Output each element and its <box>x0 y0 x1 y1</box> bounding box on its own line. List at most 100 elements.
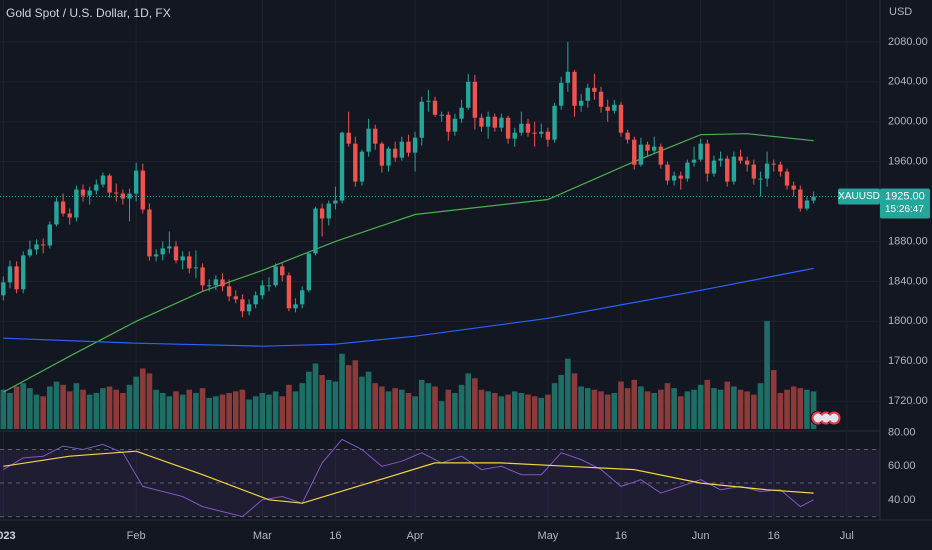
volume-bar <box>717 389 724 429</box>
volume-bar <box>664 383 671 429</box>
candle-body <box>160 248 165 255</box>
candle-body <box>479 117 484 127</box>
volume-bar <box>478 389 485 429</box>
volume-bar <box>618 381 624 429</box>
candle-body <box>651 146 657 151</box>
candle-body <box>386 148 391 166</box>
candle-body <box>578 100 584 106</box>
volume-bar <box>359 376 365 429</box>
volume-bar <box>810 391 817 429</box>
candle-body <box>485 116 491 127</box>
flag-icon <box>813 413 823 423</box>
candle-body <box>638 144 644 165</box>
x-tick-label: 16 <box>768 530 780 542</box>
candle-body <box>333 200 338 204</box>
candle-body <box>213 279 219 286</box>
volume-bar <box>193 393 199 429</box>
volume-bar <box>213 396 219 429</box>
candle-body <box>114 192 119 194</box>
candle-body <box>366 128 371 152</box>
volume-bar <box>379 386 385 429</box>
candle-body <box>545 131 551 140</box>
flag-icon <box>829 413 839 423</box>
candle-body <box>240 299 245 312</box>
volume-bar <box>525 394 531 429</box>
volume-bar <box>292 391 299 429</box>
volume-bar <box>239 389 246 429</box>
volume-bar <box>511 391 518 429</box>
volume-bar <box>365 371 372 429</box>
candle-body <box>472 81 478 118</box>
candle-body <box>725 158 730 182</box>
candle-body <box>67 213 72 218</box>
rsi-band <box>0 449 880 517</box>
volume-bar <box>777 393 784 429</box>
candle-body <box>758 178 763 180</box>
candle-body <box>419 101 424 138</box>
grid <box>0 0 880 520</box>
event-flags[interactable] <box>810 410 842 426</box>
volume-bar <box>412 396 418 429</box>
volume-bar <box>352 360 359 429</box>
volume-bar <box>724 381 731 429</box>
candle-body <box>120 193 126 199</box>
candle-body <box>14 266 19 290</box>
volume-bar <box>399 389 405 429</box>
x-tick-label: Mar <box>253 530 272 542</box>
rsi-tick-label: 60.00 <box>888 460 916 472</box>
volume-bar <box>565 358 571 429</box>
volume-bar <box>385 391 392 429</box>
candle-body <box>319 208 325 219</box>
candle-body <box>60 201 66 214</box>
candle-body <box>685 162 690 179</box>
candle-body <box>273 266 278 286</box>
candle-body <box>432 100 438 115</box>
volume-bar <box>272 391 279 429</box>
candle-body <box>798 189 803 209</box>
volume-bar <box>13 386 20 429</box>
candle-body <box>133 170 139 194</box>
volume-bar <box>704 379 711 429</box>
volume-bar <box>146 373 153 429</box>
candle-body <box>107 175 112 193</box>
candle-body <box>359 151 365 182</box>
candle-body <box>412 137 418 153</box>
y-tick-label: 2040.00 <box>888 76 928 88</box>
volume-bar <box>744 391 750 429</box>
volume-bar <box>93 393 100 429</box>
volume-bar <box>804 389 810 429</box>
candle-body <box>80 189 86 196</box>
volume-bar <box>186 389 193 429</box>
symbol-label: XAUUSD <box>838 191 880 202</box>
candle-body <box>47 224 53 246</box>
rsi-tick-label: 40.00 <box>888 494 916 506</box>
volume-bar <box>731 386 737 429</box>
y-tick-label: 1960.00 <box>888 156 928 168</box>
candle-body <box>233 296 238 300</box>
candle-body <box>147 209 152 257</box>
y-tick-label: 2000.00 <box>888 116 928 128</box>
candle-body <box>618 104 624 133</box>
volume-bar <box>558 375 564 429</box>
candle-body <box>353 143 358 182</box>
x-tick-label: Jul <box>840 530 854 542</box>
x-tick-label: 2023 <box>0 530 16 542</box>
candle-body <box>525 123 531 133</box>
volume-bar <box>246 399 252 429</box>
candle-body <box>452 118 458 132</box>
volume-bar <box>691 389 697 429</box>
volume-bar <box>458 384 465 429</box>
volume-bar <box>372 383 379 429</box>
candle-body <box>173 246 179 261</box>
candle-body <box>253 295 258 305</box>
volume-bar <box>604 394 611 429</box>
candle-body <box>738 156 743 161</box>
volume-bar <box>113 389 120 429</box>
candle-body <box>492 116 497 128</box>
candle-body <box>711 160 717 174</box>
candle-body <box>392 148 398 158</box>
volume-bar <box>106 386 113 429</box>
candle-body <box>1 282 6 296</box>
